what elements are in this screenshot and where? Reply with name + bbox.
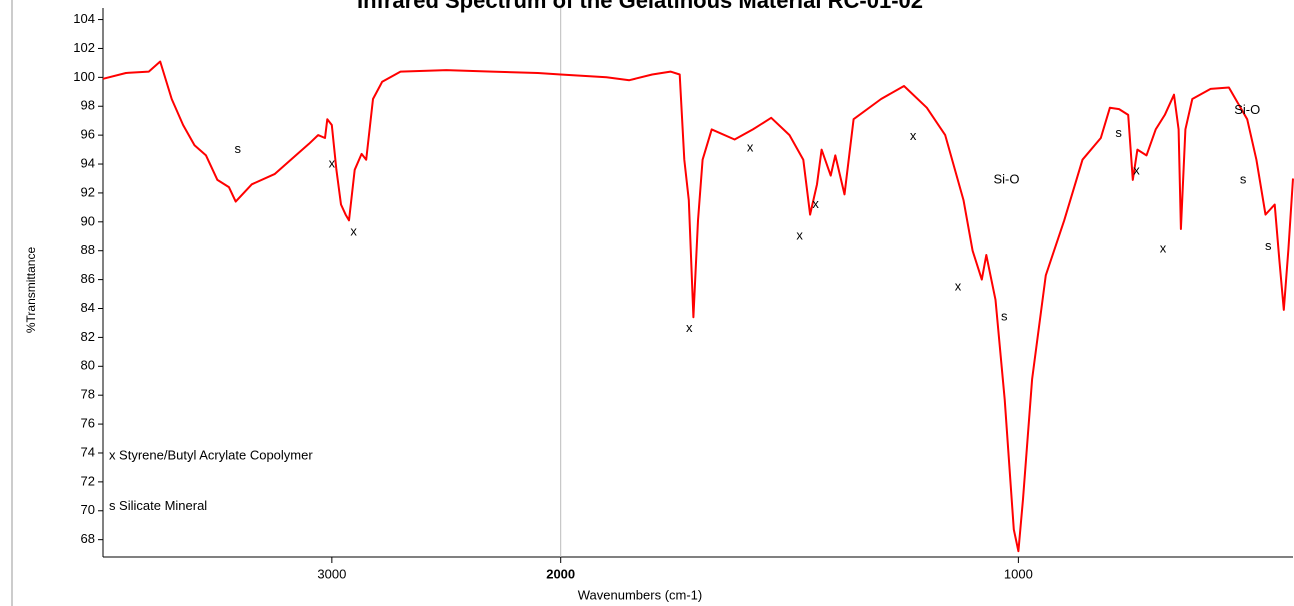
y-tick-label: 98 bbox=[81, 98, 95, 113]
peak-annotation: x bbox=[747, 140, 754, 155]
x-axis-label: Wavenumbers (cm-1) bbox=[578, 587, 702, 602]
y-tick-label: 88 bbox=[81, 242, 95, 257]
y-tick-label: 90 bbox=[81, 213, 95, 228]
peak-annotation: x bbox=[329, 155, 336, 170]
spectrum-line bbox=[102, 60, 1294, 553]
y-axis-label: %Transmittance bbox=[24, 247, 38, 334]
y-tick-label: 70 bbox=[81, 502, 95, 517]
peak-annotation: s bbox=[1115, 125, 1122, 140]
y-tick-label: 76 bbox=[81, 416, 95, 431]
peak-annotation: s bbox=[235, 141, 242, 156]
peak-annotation: x bbox=[812, 196, 819, 211]
y-tick-label: 84 bbox=[81, 300, 95, 315]
y-tick-label: 74 bbox=[81, 444, 95, 459]
peak-annotation: s bbox=[1265, 238, 1272, 253]
peak-annotation: x bbox=[350, 223, 357, 238]
peak-annotation: s bbox=[1240, 171, 1247, 186]
y-tick-label: 94 bbox=[81, 155, 95, 170]
y-tick-label: 92 bbox=[81, 184, 95, 199]
peak-annotation: x bbox=[796, 228, 803, 243]
x-tick-label: 3000 bbox=[317, 566, 346, 581]
chart-title: Infrared Spectrum of the Gelatinous Mate… bbox=[357, 0, 923, 13]
peak-annotation: x bbox=[686, 320, 693, 335]
y-tick-label: 68 bbox=[81, 531, 95, 546]
y-tick-label: 82 bbox=[81, 329, 95, 344]
peak-annotation: x bbox=[1160, 241, 1167, 256]
y-tick-label: 100 bbox=[73, 69, 95, 84]
peak-annotation: x bbox=[1133, 163, 1140, 178]
y-tick-label: 104 bbox=[73, 11, 95, 26]
x-tick-label: 2000 bbox=[546, 566, 575, 581]
peak-annotation: s bbox=[1001, 309, 1008, 324]
peak-annotation: Si-O bbox=[1234, 102, 1260, 117]
legend-note: s Silicate Mineral bbox=[109, 498, 207, 513]
y-tick-label: 96 bbox=[81, 127, 95, 142]
peak-annotation: x bbox=[910, 128, 917, 143]
y-tick-label: 80 bbox=[81, 358, 95, 373]
y-tick-label: 72 bbox=[81, 473, 95, 488]
y-tick-label: 86 bbox=[81, 271, 95, 286]
peak-annotation: Si-O bbox=[993, 171, 1019, 186]
peak-annotation: x bbox=[955, 278, 962, 293]
y-tick-label: 102 bbox=[73, 40, 95, 55]
x-tick-label: 1000 bbox=[1004, 566, 1033, 581]
legend-note: x Styrene/Butyl Acrylate Copolymer bbox=[109, 447, 313, 462]
y-tick-label: 78 bbox=[81, 387, 95, 402]
